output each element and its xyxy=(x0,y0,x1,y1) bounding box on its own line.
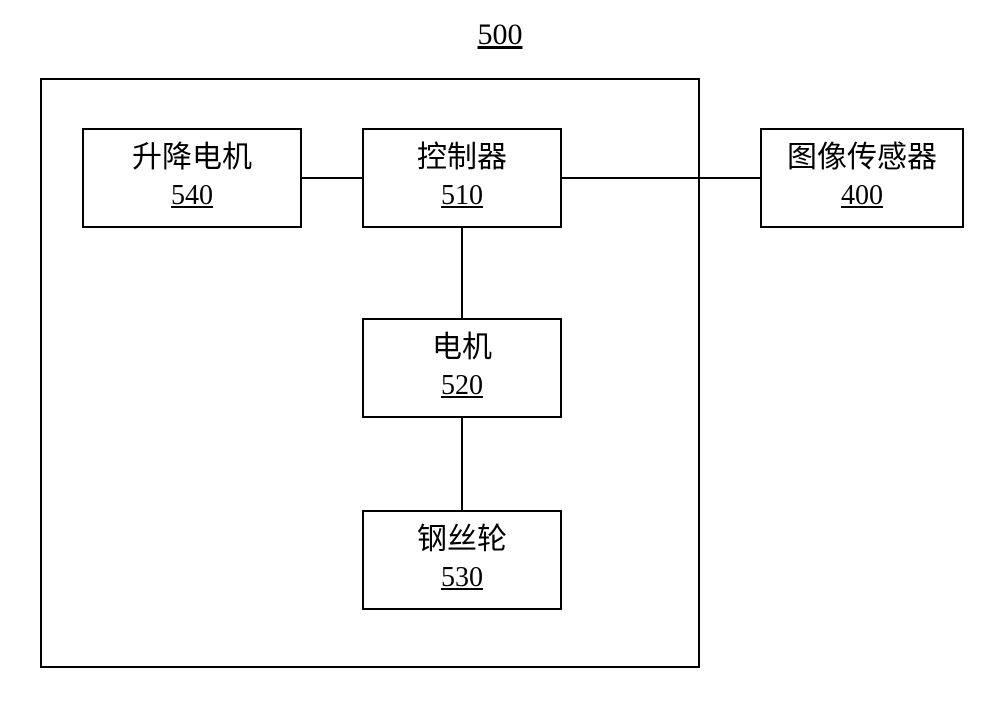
node-controller: 控制器 510 xyxy=(362,128,562,228)
edge-controller-imagesensor xyxy=(562,177,760,179)
edge-motor-wirewheel xyxy=(461,418,463,510)
node-image-sensor: 图像传感器 400 xyxy=(760,128,964,228)
node-label: 钢丝轮 xyxy=(417,522,507,558)
node-motor: 电机 520 xyxy=(362,318,562,418)
node-wire-wheel: 钢丝轮 530 xyxy=(362,510,562,610)
node-ref: 530 xyxy=(441,558,483,597)
diagram-title: 500 xyxy=(450,18,550,52)
node-lift-motor: 升降电机 540 xyxy=(82,128,302,228)
edge-controller-motor xyxy=(461,228,463,318)
edge-liftmotor-controller xyxy=(302,177,362,179)
node-ref: 540 xyxy=(171,176,213,215)
diagram-canvas: 500 升降电机 540 控制器 510 图像传感器 400 电机 520 钢丝… xyxy=(0,0,1000,709)
node-ref: 510 xyxy=(441,176,483,215)
node-label: 控制器 xyxy=(417,140,507,176)
node-label: 升降电机 xyxy=(132,140,252,176)
node-label: 图像传感器 xyxy=(787,140,937,176)
node-label: 电机 xyxy=(432,330,492,366)
node-ref: 520 xyxy=(441,366,483,405)
node-ref: 400 xyxy=(841,176,883,215)
